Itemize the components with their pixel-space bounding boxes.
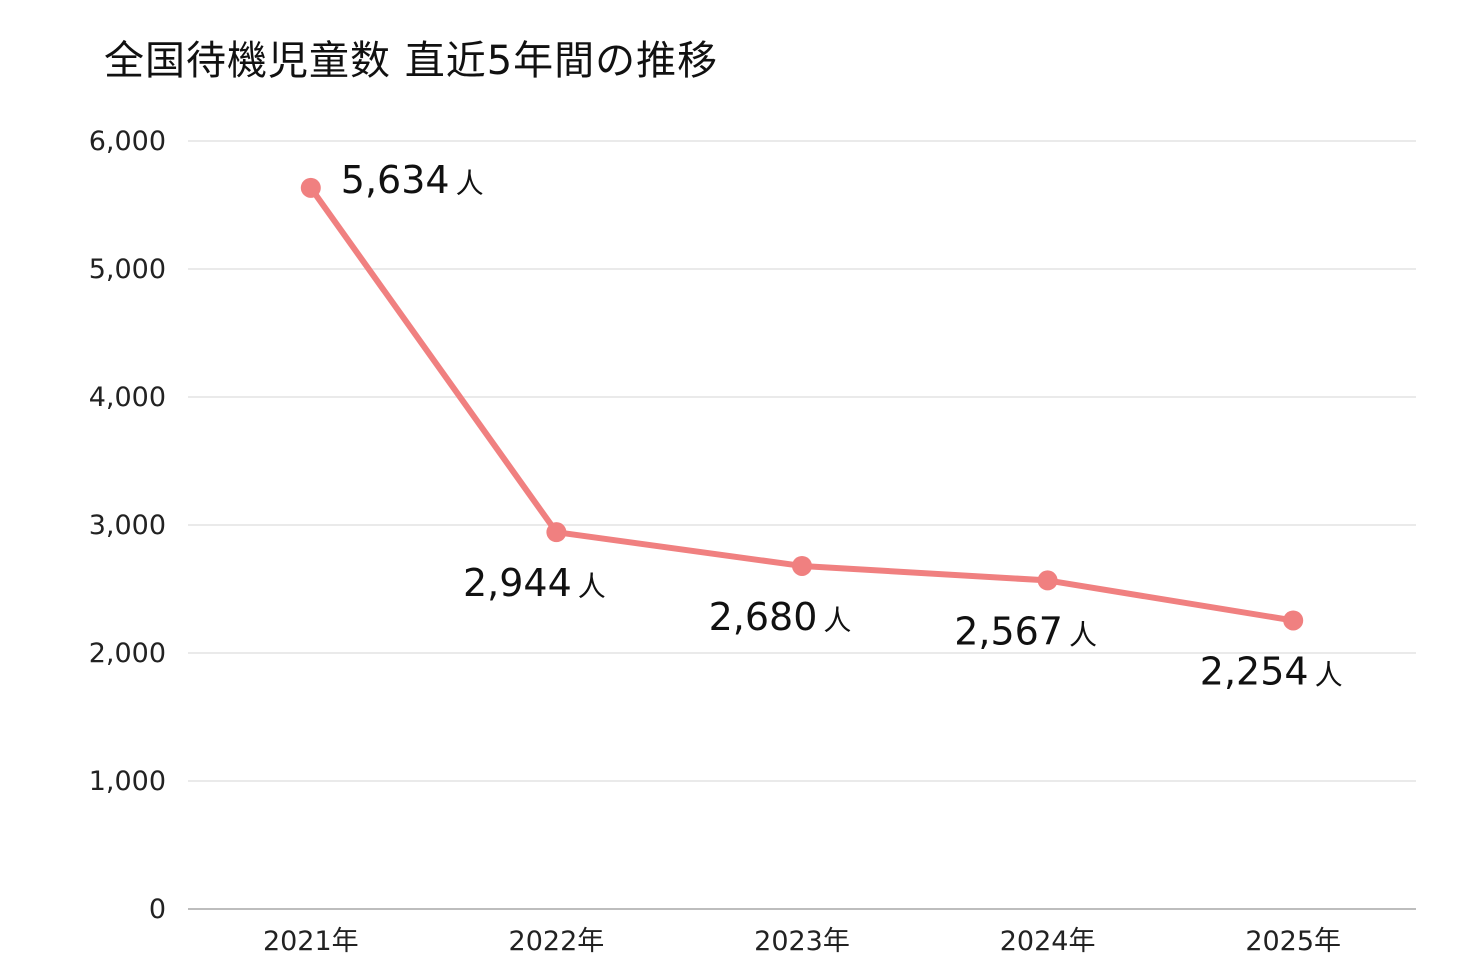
x-tick-label: 2022年 (509, 926, 605, 957)
data-label-value: 2,680 (709, 595, 818, 639)
data-label: 2,680 人 (709, 595, 852, 639)
data-point (546, 522, 567, 543)
data-label-unit: 人 (1069, 618, 1097, 651)
data-label: 5,634 人 (341, 158, 484, 202)
data-label-unit: 人 (456, 167, 484, 200)
data-point (792, 555, 812, 576)
data-label-value: 2,944 (463, 561, 572, 605)
y-tick-label: 3,000 (89, 510, 166, 541)
data-label: 2,567 人 (954, 609, 1097, 653)
data-point (300, 177, 321, 198)
y-axis-ticks: 0 1,000 2,000 3,000 4,000 5,000 6,000 (89, 126, 166, 925)
y-tick-label: 1,000 (89, 766, 166, 797)
data-label: 2,944 人 (463, 561, 606, 605)
x-tick-label: 2025年 (1245, 926, 1341, 957)
y-tick-label: 6,000 (89, 126, 166, 157)
y-tick-label: 5,000 (89, 254, 166, 285)
y-tick-label: 2,000 (89, 638, 166, 669)
x-tick-label: 2021年 (263, 926, 359, 957)
data-label-unit: 人 (823, 604, 851, 637)
data-label-value: 5,634 (341, 158, 450, 202)
y-tick-label: 4,000 (89, 382, 166, 413)
series-line (307, 184, 1297, 624)
x-tick-label: 2024年 (1000, 926, 1096, 957)
chart-title: 全国待機児童数 直近5年間の推移 (104, 38, 719, 84)
y-tick-label: 0 (149, 894, 166, 925)
data-label-value: 2,254 (1200, 649, 1309, 693)
data-label-unit: 人 (1315, 658, 1343, 691)
x-axis-ticks: 2021年 2022年 2023年 2024年 2025年 (263, 926, 1341, 957)
data-labels: 5,634 人2,944 人2,680 人 2,567 人2,254 人 (341, 158, 1343, 694)
data-points (300, 177, 1304, 631)
data-label-unit: 人 (578, 570, 606, 603)
data-label-value: 2,567 (954, 609, 1063, 653)
data-point (1037, 570, 1058, 591)
data-label: 2,254 人 (1200, 649, 1343, 693)
x-tick-label: 2023年 (754, 926, 850, 957)
gridlines (188, 140, 1416, 782)
data-point (1283, 610, 1304, 631)
